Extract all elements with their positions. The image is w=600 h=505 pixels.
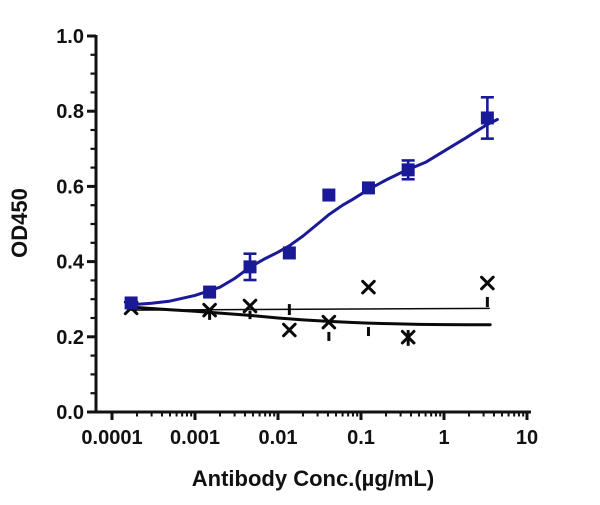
antibody-series-point [401, 163, 415, 177]
antibody-series-point [282, 246, 296, 260]
blue-sigmoid-fit [129, 118, 499, 307]
y-tick-label: 0.2 [56, 327, 84, 349]
x-tick-label: 0.0001 [81, 427, 142, 449]
antibody-series-point [124, 296, 138, 310]
antibody-series-point [243, 260, 257, 274]
x-tick-label: 0.1 [347, 427, 375, 449]
control-series-point [400, 329, 416, 345]
control-series-point [202, 302, 217, 318]
antibody-series-point [322, 188, 336, 202]
control-series-point [361, 279, 376, 295]
black-flat-reference-line [130, 307, 490, 311]
x-tick-label: 1 [438, 427, 449, 449]
control-series-point [321, 314, 337, 330]
control-series-point [282, 322, 297, 338]
control-series-point [242, 298, 258, 314]
y-tick-label: 0.0 [56, 402, 84, 424]
plot-area: 0.0 0.2 0.4 0.6 0.8 1.0 0.0001 0.001 0.01 0.1 1 10 [56, 26, 538, 449]
antibody-series-point [203, 285, 217, 299]
y-axis-title: OD450 [7, 188, 32, 258]
x-axis-title: Antibody Conc.(µg/mL) [192, 466, 434, 491]
x-tick-label: 0.01 [259, 427, 298, 449]
control-series-point [480, 275, 495, 291]
y-tick-label: 0.4 [56, 252, 85, 274]
y-tick-label: 0.6 [56, 176, 84, 198]
antibody-series-point [480, 111, 494, 125]
x-tick-label: 0.001 [170, 427, 220, 449]
x-tick-label: 10 [516, 427, 538, 449]
antibody-series-point [361, 181, 375, 195]
y-tick-label: 1.0 [56, 26, 84, 48]
y-tick-label: 0.8 [56, 101, 84, 123]
